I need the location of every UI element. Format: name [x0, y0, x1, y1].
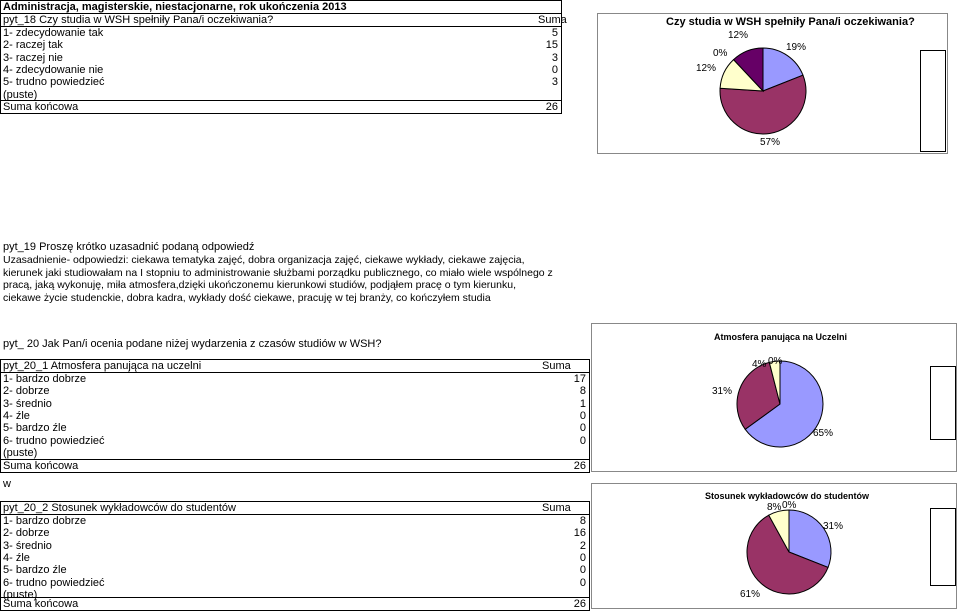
- table-row-label: 6- trudno powiedzieć: [3, 576, 105, 589]
- pie-plot: 31%61%8%0%123456: [740, 500, 952, 600]
- q19-title: pyt_19 Proszę krótko uzasadnić podaną od…: [3, 241, 255, 253]
- table-row-value: 8: [579, 385, 586, 398]
- pie-slice-3: [768, 509, 790, 553]
- table-row-label: 2- dobrze: [3, 385, 50, 398]
- chart-title: Stosunek wykładowców do studentów: [705, 491, 870, 501]
- table-row-label: 6- trudno powiedzieć: [3, 434, 105, 447]
- table-row-label: 4- źle: [3, 551, 30, 564]
- q19-line: ciekawe życie studenckie, dobra kadra, w…: [3, 291, 491, 304]
- table-row-label: 4- zdecydowanie nie: [3, 63, 104, 76]
- pie-slice-5: [732, 47, 764, 93]
- table-row-label: 3- raczej nie: [3, 51, 63, 64]
- q19-line: pracą, jaką wykonuję, miła atmosfera,dzi…: [3, 279, 516, 291]
- data-label: 57%: [760, 137, 780, 148]
- pie-plot: 19%57%12%0%12%12345: [696, 30, 945, 148]
- table-row-label: 5- bardzo źle: [3, 422, 67, 435]
- stray-text: w: [3, 478, 11, 490]
- table-row-label: 5- bardzo źle: [3, 564, 67, 577]
- table-row-value: 0: [579, 409, 586, 422]
- table-row-label: 2- raczej tak: [3, 39, 63, 52]
- q19-line: Uzasadnienie- odpowiedzi: ciekawa tematy…: [3, 254, 525, 266]
- table-sum-header: Suma: [542, 502, 571, 514]
- chart-legend: [930, 508, 956, 586]
- table-row-label: 1- zdecydowanie tak: [3, 27, 104, 39]
- pie-chart-lecturers: Stosunek wykładowców do studentów 31% 61%…: [591, 483, 957, 609]
- table-row-label: 3- średnio: [3, 539, 52, 552]
- chart-title: Atmosfera panująca na Uczelni: [714, 332, 848, 342]
- data-label: 4%: [752, 359, 767, 370]
- data-label: 12%: [696, 63, 716, 74]
- table-row-value: 15: [545, 39, 558, 52]
- table-row-label: 4- źle: [3, 409, 30, 422]
- table-row-value: 2: [579, 539, 586, 552]
- pie-chart-atmosphere: Atmosfera panująca na Uczelni 65% 31% 4% 0%…: [591, 323, 957, 472]
- table-row-label: (puste): [3, 446, 38, 459]
- table-row-value: 0: [579, 422, 586, 435]
- table-row-label: (puste): [3, 88, 38, 101]
- table-row-value: 5: [551, 27, 558, 39]
- table-row-value: 3: [551, 51, 558, 64]
- q19-line: kierunek jaki studiowałam na I stopniu t…: [3, 266, 553, 279]
- table-total-label: Suma końcowa: [3, 101, 79, 113]
- table-row-label: 2- dobrze: [3, 527, 50, 540]
- chart-legend: [920, 50, 946, 152]
- table-row-label: 3- średnio: [3, 397, 52, 410]
- table-row-value: 8: [579, 515, 586, 527]
- table-row-value: [528, 447, 586, 460]
- table-question: pyt_18 Czy studia w WSH spełniły Pana/i …: [3, 14, 274, 26]
- chart-legend: [930, 366, 956, 440]
- data-label: 0%: [782, 500, 797, 511]
- table-sum-header: Suma: [542, 360, 571, 372]
- table-question: pyt_20_2 Stosunek wykładowców do student…: [3, 502, 236, 514]
- data-label: 19%: [786, 42, 806, 53]
- chart-title: Czy studia w WSH spełniły Pana/i oczekiw…: [666, 16, 915, 28]
- table-row-value: 0: [551, 63, 558, 76]
- table-row-value: 1: [579, 397, 586, 410]
- data-label: 31%: [823, 521, 843, 532]
- page-title: Administracja, magisterskie, niestacjona…: [3, 1, 347, 13]
- data-label: 0%: [768, 356, 783, 367]
- pie-plot: 65%31%4%0%123456: [712, 356, 952, 448]
- table-row-value: 3: [551, 76, 558, 89]
- data-label: 12%: [728, 30, 748, 41]
- data-label: 61%: [740, 589, 760, 600]
- data-label: 65%: [813, 428, 833, 439]
- table-total-value: 26: [573, 598, 586, 610]
- q20-title: pyt_ 20 Jak Pan/i ocenia podane niżej wy…: [3, 338, 382, 350]
- table-row-value: 0: [579, 551, 586, 564]
- table-row-label: (puste): [3, 588, 38, 601]
- table-row-value: 0: [579, 564, 586, 577]
- table-row-value: 0: [579, 434, 586, 447]
- table-row-value: [500, 89, 558, 102]
- data-label: 8%: [767, 502, 782, 513]
- table-question: pyt_20_1 Atmosfera panująca na uczelni: [3, 360, 202, 372]
- data-label: 31%: [712, 386, 732, 397]
- pie-slice-2: [746, 514, 829, 595]
- table-row-value: 0: [579, 576, 586, 589]
- table-total-value: 26: [573, 460, 586, 472]
- table-row-label: 5- trudno powiedzieć: [3, 76, 105, 89]
- pie-slice-1: [762, 47, 804, 92]
- table-total-value: 26: [545, 101, 558, 113]
- pie-slice-1: [788, 509, 832, 569]
- table-total-label: Suma końcowa: [3, 598, 79, 610]
- table-sum-header: Suma: [538, 14, 567, 26]
- data-label: 0%: [713, 48, 728, 59]
- pie-slice-2: [736, 361, 781, 430]
- table-row-value: 16: [573, 527, 586, 540]
- table-row-label: 1- bardzo dobrze: [3, 515, 87, 527]
- table-row-label: 1- bardzo dobrze: [3, 373, 87, 385]
- pie-slice-3: [768, 360, 781, 405]
- pie-slice-1: [744, 360, 824, 448]
- pie-chart-expectations: Czy studia w WSH spełniły Pana/i oczekiw…: [597, 13, 948, 154]
- table-total-label: Suma końcowa: [3, 460, 79, 472]
- table-row-value: 17: [573, 373, 586, 385]
